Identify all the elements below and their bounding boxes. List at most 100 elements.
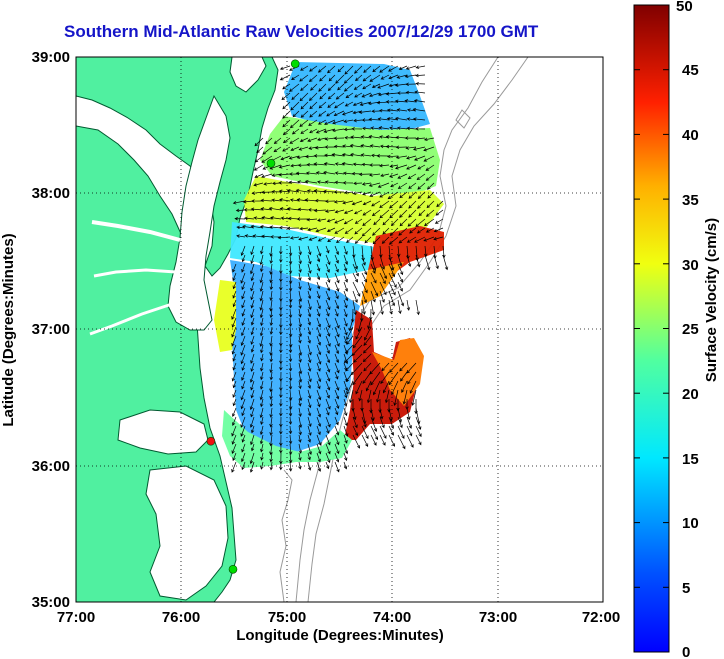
- velocity-vector: [406, 155, 417, 160]
- velocity-vector: [250, 353, 255, 364]
- velocity-vector: [343, 245, 348, 255]
- velocity-vector: [307, 308, 312, 318]
- velocity-vector: [414, 90, 426, 94]
- velocity-vector: [334, 101, 345, 109]
- velocity-vector: [377, 117, 390, 121]
- velocity-vector: [271, 198, 282, 202]
- velocity-vector: [325, 326, 331, 337]
- velocity-vector: [279, 272, 283, 283]
- x-tick-label: 73:00: [479, 609, 517, 626]
- pamlico-sound: [145, 465, 229, 601]
- velocity-vector: [344, 135, 354, 140]
- velocity-vector: [240, 398, 246, 410]
- velocity-vector: [364, 326, 372, 341]
- velocity-vector: [232, 353, 237, 362]
- velocity-vector: [269, 362, 273, 374]
- velocity-vector: [280, 216, 291, 220]
- velocity-vector: [269, 344, 273, 356]
- velocity-vector: [325, 272, 331, 283]
- velocity-vector: [325, 317, 331, 329]
- velocity-vector: [315, 128, 327, 134]
- velocity-vector: [279, 407, 283, 417]
- station-marker: [266, 159, 276, 168]
- velocity-vector: [241, 380, 246, 390]
- velocity-vector: [265, 137, 273, 145]
- velocity-vector: [260, 317, 264, 327]
- velocity-vector: [279, 245, 283, 255]
- velocity-vector: [379, 407, 384, 420]
- velocity-vector: [250, 434, 255, 446]
- velocity-vector: [278, 164, 291, 169]
- velocity-vector: [288, 416, 293, 425]
- velocity-vector: [352, 281, 361, 297]
- velocity-vector: [404, 74, 417, 79]
- velocity-vector: [343, 290, 349, 302]
- velocity-vector: [406, 108, 417, 112]
- velocity-vector: [316, 335, 322, 346]
- velocity-vector: [361, 162, 372, 167]
- velocity-vector: [397, 263, 404, 276]
- velocity-vector: [334, 380, 340, 391]
- velocity-vector: [292, 110, 300, 118]
- velocity-vector: [325, 290, 331, 301]
- velocity-vector: [232, 452, 237, 462]
- velocity-vector: [397, 254, 403, 267]
- velocity-vector: [291, 74, 300, 80]
- velocity-vector: [354, 218, 363, 224]
- velocity-vector: [298, 245, 302, 256]
- velocity-vector: [391, 380, 399, 396]
- velocity-vector: [345, 371, 354, 383]
- velocity-vector: [406, 434, 414, 448]
- velocity-vector: [426, 182, 435, 190]
- velocity-vector: [379, 299, 384, 315]
- velocity-vector: [241, 326, 246, 337]
- velocity-vector: [231, 335, 237, 347]
- velocity-vector: [269, 461, 273, 471]
- velocity-vector: [343, 416, 348, 427]
- velocity-vector: [352, 299, 357, 316]
- velocity-vector: [269, 263, 273, 275]
- velocity-vector: [249, 371, 255, 383]
- velocity-vector: [279, 74, 291, 81]
- velocity-vector: [298, 317, 302, 328]
- velocity-vector: [389, 126, 399, 130]
- velocity-vector: [334, 218, 345, 224]
- velocity-vector: [363, 65, 372, 73]
- velocity-vector: [299, 74, 309, 82]
- velocity-vector: [387, 399, 391, 413]
- velocity-vector: [370, 254, 377, 271]
- velocity-vector: [343, 353, 354, 364]
- velocity-vector: [232, 416, 237, 426]
- velocity-vector: [259, 224, 273, 229]
- velocity-vector: [249, 461, 255, 473]
- velocity-vector: [298, 461, 302, 470]
- velocity-vector: [282, 83, 291, 90]
- velocity-vector: [353, 181, 363, 186]
- velocity-vector: [341, 153, 354, 157]
- velocity-vector: [360, 144, 372, 148]
- velocity-vector: [250, 299, 255, 309]
- velocity-vector: [250, 425, 255, 434]
- velocity-vector: [396, 74, 408, 79]
- velocity-vector: [401, 380, 408, 393]
- velocity-vector: [388, 290, 396, 307]
- velocity-vector: [231, 461, 237, 473]
- land-delmarva: [76, 57, 279, 277]
- velocity-vector: [406, 362, 417, 374]
- velocity-vector: [343, 452, 348, 461]
- velocity-vector: [232, 398, 237, 407]
- velocity-vector: [342, 171, 354, 175]
- velocity-vector: [288, 434, 293, 445]
- x-tick-label: 75:00: [268, 609, 306, 626]
- velocity-vector: [397, 290, 405, 307]
- velocity-vector: [269, 290, 273, 301]
- velocity-vector: [396, 126, 408, 130]
- velocity-vector: [288, 461, 293, 472]
- velocity-vector: [411, 389, 417, 406]
- velocity-vector: [343, 74, 354, 84]
- velocity-vector: [380, 74, 390, 80]
- velocity-vector: [398, 65, 408, 70]
- velocity-vector: [282, 119, 291, 128]
- velocity-vector: [298, 326, 303, 338]
- velocity-vector: [395, 155, 408, 160]
